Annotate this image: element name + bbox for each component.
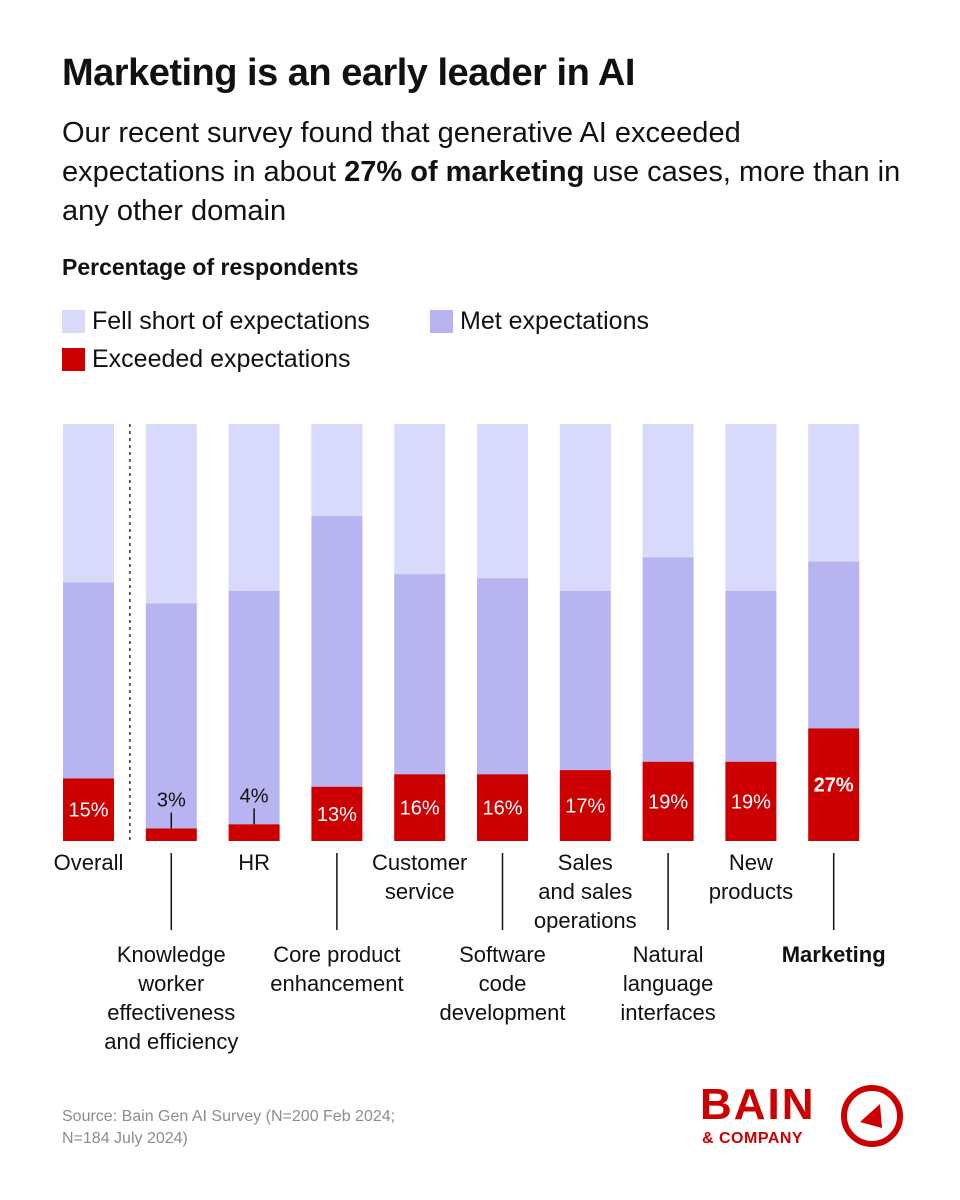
category-label-line: Core product <box>273 942 400 967</box>
data-label-sales-and-sales-operations: 17% <box>565 796 605 818</box>
bar-fell-short-customer-service <box>394 424 446 575</box>
category-label-line: enhancement <box>270 971 403 996</box>
bar-fell-short-sales-and-sales-operations <box>559 424 611 591</box>
source-note: Source: Bain Gen AI Survey (N=200 Feb 20… <box>62 1106 462 1150</box>
bar-exceeded-natural-language-interfaces <box>642 761 694 841</box>
bain-logo: BAIN & COMPANY <box>700 1080 910 1150</box>
bar-exceeded-knowledge-worker-effectiveness-and-efficiency <box>145 828 197 841</box>
logo-compass-icon <box>841 1085 903 1147</box>
category-label-line: Marketing <box>782 942 886 967</box>
category-label-line: and efficiency <box>104 1029 238 1054</box>
category-label-knowledge-worker-effectiveness-and-efficiency: Knowledge worker effectiveness and efficien… <box>104 942 238 1054</box>
data-label-knowledge-worker-effectiveness-and-efficiency: 3% <box>157 789 186 811</box>
data-label-customer-service: 16% <box>400 798 440 820</box>
legend-swatch-exceeded <box>62 348 85 371</box>
category-label-line: operations <box>534 908 637 933</box>
category-label-software-code-development: Software code development <box>440 942 566 1025</box>
category-label-core-product-enhancement: Core product enhancement <box>270 942 403 996</box>
bar-exceeded-software-code-development <box>477 774 528 841</box>
category-label-new-products: New products <box>709 850 793 904</box>
bar-met-overall <box>63 582 114 779</box>
category-label-line: HR <box>238 850 270 875</box>
bar-met-sales-and-sales-operations <box>559 590 611 771</box>
data-label-software-code-development: 16% <box>482 798 522 820</box>
legend-label-exceeded: Exceeded expectations <box>92 345 351 373</box>
bar-met-customer-service <box>394 574 446 775</box>
category-label-line: effectiveness <box>107 1000 235 1025</box>
chart-subtitle: Our recent survey found that generative … <box>62 114 902 231</box>
measure-label: Percentage of respondents <box>62 254 359 280</box>
category-label-line: code <box>479 971 527 996</box>
category-label-line: development <box>440 1000 566 1025</box>
source-line-1: Source: Bain Gen AI Survey (N=200 Feb 20… <box>62 1108 396 1125</box>
legend-label-fell-short: Fell short of expectations <box>92 307 370 335</box>
data-label-overall: 15% <box>68 800 108 822</box>
category-label-sales-and-sales-operations: Sales and sales operations <box>534 850 637 933</box>
bar-met-new-products <box>725 590 777 762</box>
category-label-marketing: Marketing <box>782 942 886 967</box>
logo-subtext: & COMPANY <box>702 1130 804 1147</box>
bar-met-marketing <box>808 561 860 729</box>
bar-fell-short-core-product-enhancement <box>311 424 363 516</box>
category-label-line: Overall <box>54 850 124 875</box>
category-label-line: Knowledge <box>117 942 226 967</box>
bar-exceeded-core-product-enhancement <box>311 786 363 841</box>
bar-met-natural-language-interfaces <box>642 557 694 762</box>
category-label-line: products <box>709 879 793 904</box>
stacked-bar-chart: 15% Overall 3% Knowledge worker effectiveness… <box>54 424 886 1054</box>
logo-wordmark: BAIN <box>700 1080 816 1129</box>
bar-fell-short-overall <box>63 424 114 583</box>
category-label-line: Software <box>459 942 546 967</box>
bar-exceeded-hr <box>228 824 280 841</box>
subtitle-text: Our recent survey found that generative … <box>62 117 741 188</box>
category-label-line: New <box>729 850 773 875</box>
bar-exceeded-customer-service <box>394 774 446 841</box>
bar-fell-short-knowledge-worker-effectiveness-and-efficiency <box>145 424 197 604</box>
bar-met-software-code-development <box>477 578 528 775</box>
data-label-marketing: 27% <box>814 775 854 797</box>
subtitle-highlight: 27% of marketing <box>344 156 585 188</box>
category-label-line: Customer <box>372 850 467 875</box>
bar-exceeded-marketing <box>808 728 860 841</box>
bar-fell-short-new-products <box>725 424 777 591</box>
category-label-line: and sales <box>538 879 632 904</box>
legend-swatch-fell-short <box>62 310 85 333</box>
subtitle-text-end: use cases, more than in any other domain <box>62 156 901 227</box>
bar-met-core-product-enhancement <box>311 515 363 787</box>
data-label-hr: 4% <box>240 785 269 807</box>
bar-fell-short-marketing <box>808 424 860 562</box>
bar-exceeded-new-products <box>725 761 777 841</box>
category-label-line: interfaces <box>620 1000 715 1025</box>
category-label-overall: Overall <box>54 850 124 875</box>
data-label-new-products: 19% <box>731 791 771 813</box>
category-label-line: service <box>385 879 455 904</box>
data-label-natural-language-interfaces: 19% <box>648 791 688 813</box>
legend-label-met: Met expectations <box>460 307 649 335</box>
category-label-line: Sales <box>558 850 613 875</box>
chart-title: Marketing is an early leader in AI <box>62 52 635 94</box>
data-label-core-product-enhancement: 13% <box>317 804 357 826</box>
bar-fell-short-natural-language-interfaces <box>642 424 694 558</box>
bar-fell-short-hr <box>228 424 280 591</box>
bar-met-knowledge-worker-effectiveness-and-efficiency <box>145 603 197 829</box>
legend-swatch-met <box>430 310 453 333</box>
category-label-natural-language-interfaces: Natural language interfaces <box>620 942 715 1025</box>
category-label-line: language <box>623 971 714 996</box>
source-line-2: N=184 July 2024) <box>62 1130 188 1147</box>
category-label-hr: HR <box>238 850 270 875</box>
bar-fell-short-software-code-development <box>477 424 528 579</box>
category-label-customer-service: Customer service <box>372 850 467 904</box>
bar-met-hr <box>228 590 280 825</box>
category-label-line: Natural <box>633 942 704 967</box>
bar-exceeded-overall <box>63 778 114 841</box>
category-label-line: worker <box>137 971 204 996</box>
bar-exceeded-sales-and-sales-operations <box>559 770 611 841</box>
